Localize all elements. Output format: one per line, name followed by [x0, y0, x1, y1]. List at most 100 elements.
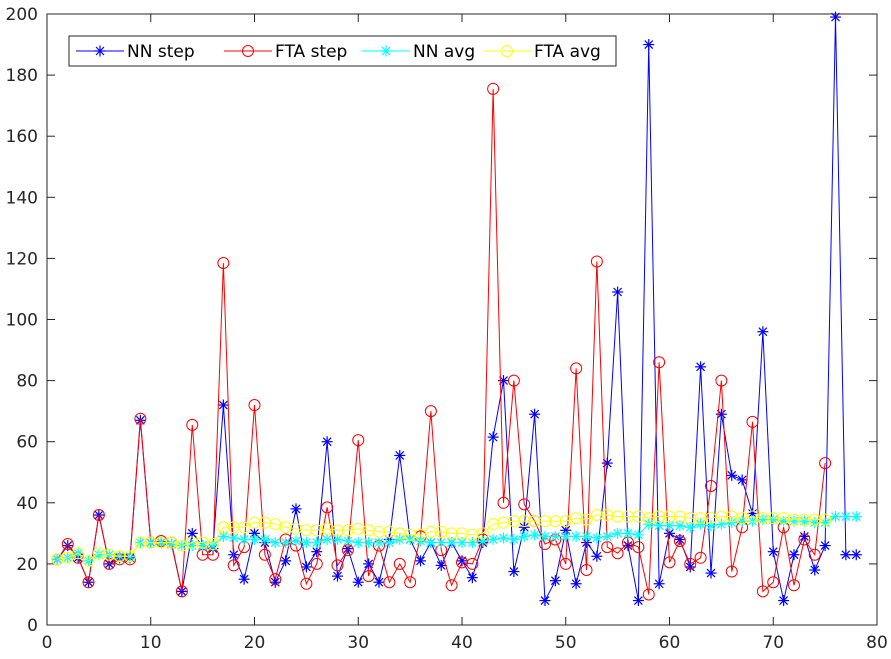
data-point-fta-avg: [134, 536, 147, 549]
y-tick-label: 40: [16, 494, 38, 514]
data-point-fta-step: [227, 559, 240, 572]
data-point-nn-step: [415, 555, 426, 567]
data-point-fta-avg: [445, 527, 458, 540]
data-point-nn-avg: [850, 511, 862, 523]
data-point-nn-step: [435, 559, 447, 571]
data-point-fta-step: [92, 509, 105, 522]
data-point-nn-step: [321, 436, 333, 448]
data-point-nn-avg: [207, 540, 219, 552]
data-point-fta-step: [798, 533, 811, 546]
data-point-fta-avg: [518, 515, 531, 528]
data-point-nn-step: [705, 567, 717, 579]
data-point-fta-avg: [715, 510, 728, 523]
data-point-fta-avg: [653, 510, 666, 523]
legend: NN step FTA step NN avg FTA avg: [68, 35, 617, 67]
data-point-fta-step: [217, 256, 230, 269]
y-tick-label: 100: [6, 311, 38, 331]
data-point-nn-step: [695, 361, 707, 373]
data-point-nn-avg: [352, 537, 364, 549]
data-point-nn-avg: [415, 535, 426, 547]
data-point-fta-step: [507, 374, 520, 387]
y-tick-label: 80: [16, 372, 38, 392]
data-point-fta-avg: [61, 551, 74, 564]
data-point-fta-avg: [580, 513, 593, 526]
data-point-nn-step: [498, 375, 509, 387]
data-point-nn-avg: [529, 529, 541, 541]
data-point-nn-avg: [269, 537, 281, 549]
data-point-fta-step: [134, 412, 147, 425]
data-point-nn-step: [778, 595, 790, 607]
data-point-nn-avg: [321, 533, 333, 545]
data-point-nn-avg: [695, 518, 707, 530]
data-point-nn-avg: [549, 530, 561, 542]
data-point-nn-avg: [726, 517, 738, 529]
data-point-nn-avg: [809, 517, 821, 529]
data-point-nn-avg: [508, 533, 520, 545]
data-point-fta-step: [404, 576, 417, 589]
data-point-nn-avg: [591, 532, 603, 544]
data-point-nn-avg: [560, 530, 572, 542]
data-point-fta-step: [269, 573, 282, 586]
data-point-nn-step: [757, 326, 769, 338]
data-point-fta-avg: [590, 509, 603, 522]
axes: 0 10 20 30 40 50 60 70 80 0 20 40 60 80 100 120 140 160 18…: [6, 5, 888, 653]
data-point-fta-avg: [788, 513, 800, 526]
data-point-fta-avg: [684, 512, 697, 525]
data-point-nn-avg: [166, 538, 177, 550]
data-point-nn-avg: [664, 520, 675, 532]
y-tick-label: 120: [6, 249, 38, 269]
data-point-fta-avg: [549, 515, 562, 528]
y-tick-label: 140: [6, 188, 38, 208]
data-point-fta-step: [321, 501, 334, 514]
data-point-fta-step: [175, 585, 188, 598]
data-point-fta-step: [258, 548, 271, 561]
data-point-nn-step: [290, 503, 302, 515]
data-point-nn-avg: [788, 515, 800, 527]
legend-label: NN step: [127, 42, 195, 62]
data-point-fta-avg: [82, 554, 95, 567]
data-point-nn-step: [549, 575, 561, 587]
data-point-fta-avg: [227, 521, 240, 534]
data-point-fta-step: [466, 557, 479, 570]
data-point-fta-step: [694, 551, 707, 564]
data-point-fta-step: [445, 579, 458, 592]
data-point-fta-avg: [207, 538, 219, 551]
data-point-fta-step: [788, 579, 800, 592]
data-point-fta-avg: [113, 550, 126, 563]
data-point-nn-step: [466, 572, 478, 584]
data-point-fta-step: [248, 399, 261, 412]
data-point-nn-step: [674, 533, 686, 545]
x-tick-label: 40: [451, 633, 473, 653]
data-point-fta-avg: [539, 515, 551, 528]
data-point-nn-avg: [238, 533, 250, 545]
data-point-nn-avg: [798, 515, 810, 527]
data-point-nn-step: [830, 11, 841, 23]
legend-label: FTA step: [275, 42, 347, 62]
data-point-fta-avg: [507, 515, 520, 528]
data-point-fta-avg: [72, 547, 85, 560]
x-tick-label: 80: [866, 633, 888, 653]
data-point-nn-step: [300, 561, 312, 573]
data-point-nn-avg: [581, 530, 592, 542]
data-point-fta-step: [684, 557, 697, 570]
data-point-nn-step: [591, 550, 603, 562]
data-point-fta-step: [611, 547, 624, 560]
y-tick-label: 60: [16, 433, 38, 453]
data-point-fta-step: [642, 588, 655, 601]
data-point-nn-avg: [280, 537, 292, 549]
legend-label: NN avg: [413, 42, 475, 62]
data-point-nn-avg: [383, 537, 395, 549]
data-point-nn-step: [332, 570, 343, 582]
x-tick-label: 50: [555, 633, 577, 653]
data-point-fta-step: [767, 576, 780, 589]
data-point-fta-avg: [798, 513, 811, 526]
data-point-nn-avg: [612, 527, 624, 539]
data-point-fta-avg: [155, 536, 168, 549]
data-point-nn-step: [238, 573, 250, 585]
data-point-fta-avg: [124, 550, 136, 563]
data-point-fta-step: [82, 576, 95, 589]
data-point-nn-step: [612, 286, 624, 298]
data-point-fta-step: [186, 418, 199, 431]
x-tick-label: 10: [140, 633, 162, 653]
data-point-fta-avg: [611, 510, 624, 523]
